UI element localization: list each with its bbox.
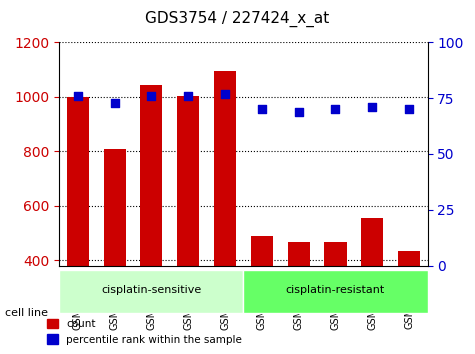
Point [221,91,229,97]
Point [111,100,118,105]
Bar [104,149,125,354]
Bar [214,71,236,354]
Point [74,93,82,99]
Bar [324,241,346,354]
Bar [398,251,420,354]
Point [332,107,339,112]
Text: cisplatin-resistant: cisplatin-resistant [286,285,385,295]
Text: cisplatin-sensitive: cisplatin-sensitive [101,285,201,295]
Point [405,107,413,112]
Text: GDS3754 / 227424_x_at: GDS3754 / 227424_x_at [145,11,330,27]
FancyBboxPatch shape [243,270,428,313]
Bar [141,85,162,354]
Text: cell line: cell line [5,308,48,318]
Point [184,93,192,99]
Point [295,109,303,114]
Point [258,107,266,112]
Point [369,104,376,110]
Bar [66,97,89,354]
Bar [361,218,383,354]
Point [148,93,155,99]
Bar [251,235,273,354]
FancyBboxPatch shape [59,270,243,313]
Bar [288,242,310,354]
Legend: count, percentile rank within the sample: count, percentile rank within the sample [43,315,246,349]
Bar [177,96,200,354]
